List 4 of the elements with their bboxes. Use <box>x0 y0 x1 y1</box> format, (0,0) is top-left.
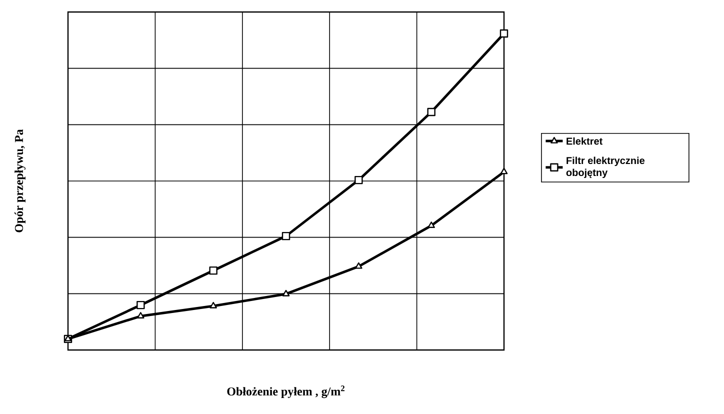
y-axis-title: Opór przepływu, Pa <box>14 129 26 232</box>
legend-label: Filtr elektrycznie obojętny <box>566 156 645 178</box>
x-axis-title: Obłożenie pyłem , g/m$^{2}$ <box>227 386 344 398</box>
legend-label: Elektret <box>566 137 603 145</box>
